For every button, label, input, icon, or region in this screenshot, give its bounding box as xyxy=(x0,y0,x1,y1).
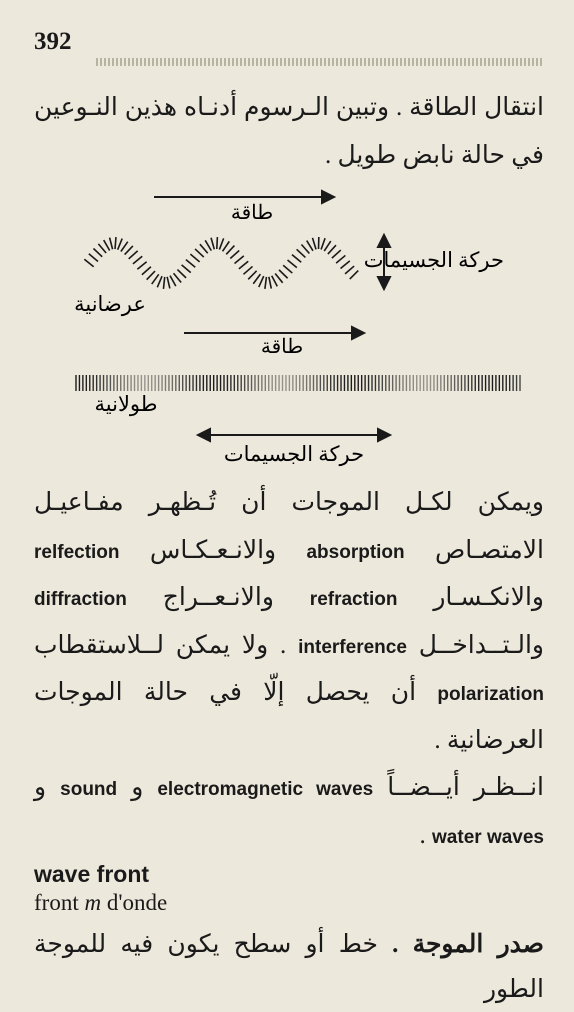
particles-label-2: حركة الجسيمات xyxy=(224,442,364,467)
longitudinal-label: طولانية xyxy=(95,392,158,417)
paragraph-wave-phenomena: ويمكن لكـل الموجات أن تُـظهـر مفـاعيـل ا… xyxy=(34,479,544,764)
longitudinal-wave-diagram: طولانية حركة الجسيمات xyxy=(34,361,544,471)
paragraph-see-also: انــظـر أيــضــاً electromagnetic waves … xyxy=(34,764,544,859)
particles-label: حركة الجسيمات xyxy=(364,248,504,273)
page-number: 392 xyxy=(34,28,544,56)
transverse-label: عرضانية xyxy=(74,292,146,317)
entry-english: wave front xyxy=(34,861,544,888)
transverse-wave-diagram: طاقة حركة الجسيمات عرضانية طاقة xyxy=(34,185,544,353)
energy-label: طاقة xyxy=(231,202,273,224)
header-rule xyxy=(96,58,544,66)
energy-label-2: طاقة xyxy=(261,336,303,353)
entry-arabic: صدر الموجة . خط أو سطح يكون فيه للموجة ا… xyxy=(34,922,544,1012)
entry-french: front m d'onde xyxy=(34,890,544,916)
intro-text: انتقال الطاقة . وتبين الـرسوم أدنـاه هذي… xyxy=(34,84,544,179)
